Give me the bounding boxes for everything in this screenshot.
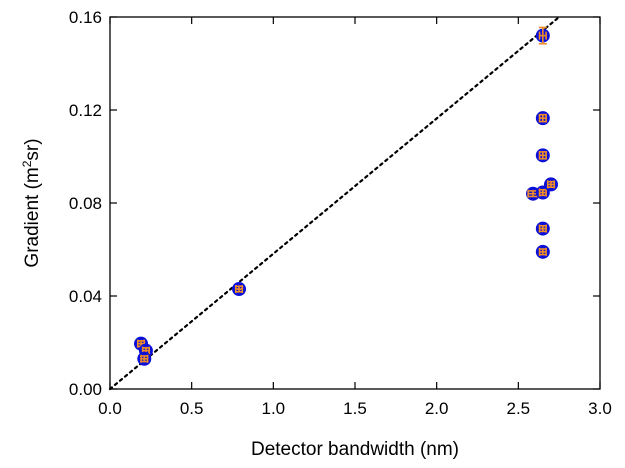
x-tick-label: 2.0 xyxy=(425,399,449,418)
x-tick-label: 2.5 xyxy=(507,399,531,418)
y-tick-label: 0.08 xyxy=(69,194,102,213)
fit-line-layer xyxy=(108,15,561,391)
data-point xyxy=(535,111,550,126)
data-point xyxy=(535,148,550,163)
data-point xyxy=(544,177,558,192)
x-axis-title: Detector bandwidth (nm) xyxy=(251,439,459,460)
plot-frame xyxy=(109,16,601,390)
x-tick-label: 0.0 xyxy=(98,399,122,418)
data-point xyxy=(535,244,550,259)
y-tick-label: 0.12 xyxy=(69,101,102,120)
y-tick-label: 0.04 xyxy=(69,287,102,306)
data-point xyxy=(535,26,550,45)
data-points-layer xyxy=(134,26,558,366)
data-point xyxy=(232,282,247,297)
y-axis-title-sup: 2 xyxy=(20,160,34,167)
fit-line xyxy=(108,15,561,391)
x-tick-label: 3.0 xyxy=(588,399,612,418)
data-point xyxy=(535,221,550,236)
y-axis-title-post: sr) xyxy=(22,138,43,160)
data-point xyxy=(137,351,152,366)
x-tick-label: 1.0 xyxy=(262,399,286,418)
y-axis-title: Gradient (m2sr) xyxy=(20,138,43,267)
x-tick-label: 0.5 xyxy=(180,399,204,418)
y-axis-title-pre: Gradient (m xyxy=(22,167,43,267)
x-tick-label: 1.5 xyxy=(343,399,367,418)
y-tick-label: 0.16 xyxy=(69,8,102,27)
ticks-layer: 0.0 0.5 1.0 1.5 2.0 2.5 3.0 0.00 0.04 0.08 0.12 0.1… xyxy=(69,8,612,418)
y-tick-label: 0.00 xyxy=(69,380,102,399)
